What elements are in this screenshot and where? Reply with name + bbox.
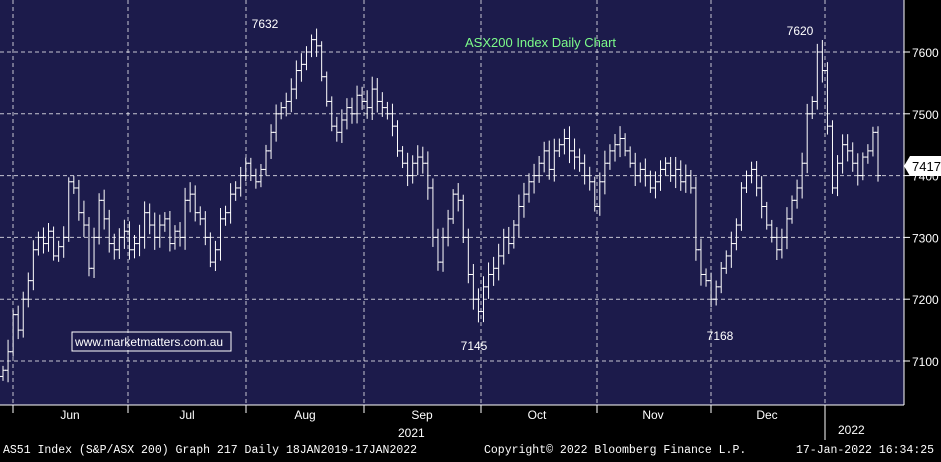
x-tick-label: Jul <box>179 408 194 422</box>
annotation-label: 7620 <box>787 24 814 38</box>
x-year-label: 2021 <box>398 426 425 440</box>
annotation-label: 7145 <box>461 339 488 353</box>
grid <box>0 0 904 405</box>
annotations: 7632 7145 7168 7620 <box>252 17 814 353</box>
x-tick-label: Nov <box>642 408 663 422</box>
footer-left: AS51 Index (S&P/ASX 200) Graph 217 Daily… <box>3 444 417 457</box>
chart-title: ASX200 Index Daily Chart <box>465 35 616 50</box>
footer-center: Copyright© 2022 Bloomberg Finance L.P. <box>484 444 746 457</box>
x-tick-label: Jun <box>60 408 79 422</box>
annotation-label: 7632 <box>252 17 279 31</box>
footer-right: 17-Jan-2022 16:34:25 <box>796 444 934 457</box>
x-tick-label: Aug <box>294 408 315 422</box>
y-tick-label: 7200 <box>912 293 939 307</box>
plot-background <box>0 0 904 405</box>
current-price-marker <box>904 156 941 176</box>
y-tick-label: 7500 <box>912 108 939 122</box>
y-tick-label: 7600 <box>912 46 939 60</box>
ohlc-bar <box>875 126 881 182</box>
y-tick-label: 7300 <box>912 231 939 245</box>
price-bars <box>0 28 881 383</box>
x-tick-label: 2022 <box>838 423 865 437</box>
current-price-label: 7417 <box>912 159 941 174</box>
x-tick-label: Dec <box>756 408 777 422</box>
y-tick-label: 7100 <box>912 355 939 369</box>
watermark-box <box>71 331 232 352</box>
x-tick-label: Sep <box>411 408 433 422</box>
x-axis: Jun Jul Aug Sep Oct Nov Dec 2022 <box>12 405 865 440</box>
watermark-text: www.marketmatters.com.au <box>74 335 223 349</box>
annotation-label: 7168 <box>707 329 734 343</box>
x-tick-label: Oct <box>528 408 547 422</box>
